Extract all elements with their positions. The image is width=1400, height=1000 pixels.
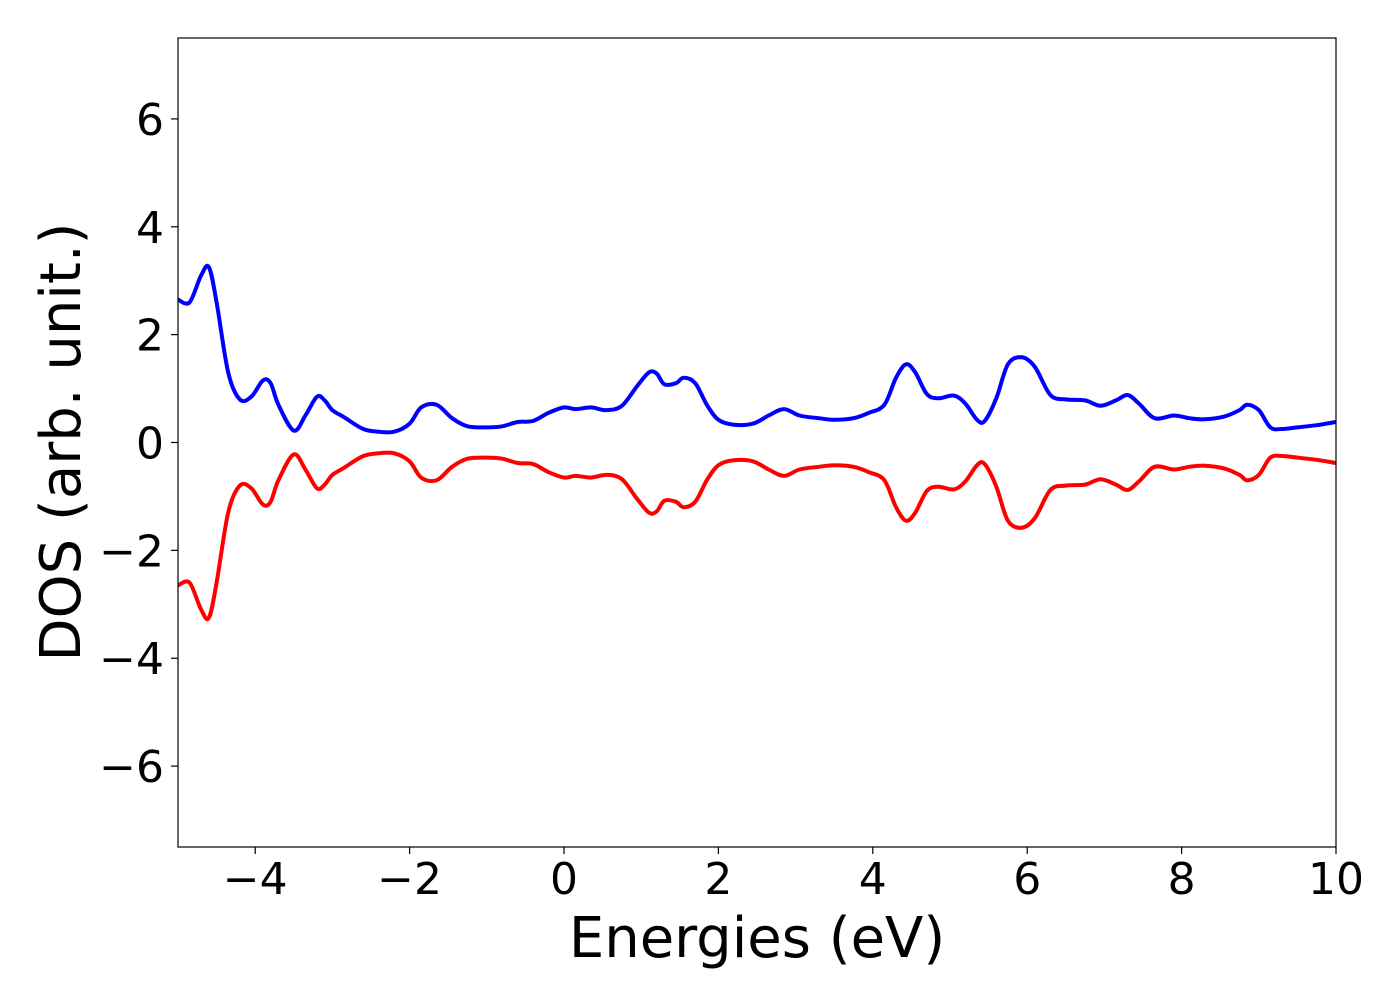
y-tick-label: −6 xyxy=(99,742,164,793)
y-tick-label: 4 xyxy=(136,203,164,254)
y-tick-label: −4 xyxy=(99,634,164,685)
x-tick-label: 6 xyxy=(1013,854,1041,905)
dos-line-up xyxy=(178,263,1336,435)
y-tick-label: 2 xyxy=(136,311,164,362)
y-axis-label: DOS (arb. unit.) xyxy=(29,222,94,661)
x-tick-label: 10 xyxy=(1308,854,1364,905)
y-tick-label: 0 xyxy=(136,419,164,470)
x-tick-label: 8 xyxy=(1168,854,1196,905)
y-axis-ticks: −6 −4 −2 0 2 4 6 xyxy=(99,95,178,793)
x-tick-label: 2 xyxy=(704,854,732,905)
plot-frame xyxy=(177,37,1337,848)
x-tick-label: −2 xyxy=(377,854,442,905)
x-tick-label: 4 xyxy=(859,854,887,905)
x-tick-label: −4 xyxy=(223,854,288,905)
y-tick-label: −2 xyxy=(99,526,164,577)
x-axis-ticks: −4 −2 0 2 4 6 8 10 xyxy=(223,847,1364,905)
dos-line-down xyxy=(178,450,1336,622)
x-tick-label: 0 xyxy=(550,854,578,905)
series-layer xyxy=(178,263,1336,622)
x-axis-label: Energies (eV) xyxy=(569,906,945,971)
y-tick-label: 6 xyxy=(136,95,164,146)
